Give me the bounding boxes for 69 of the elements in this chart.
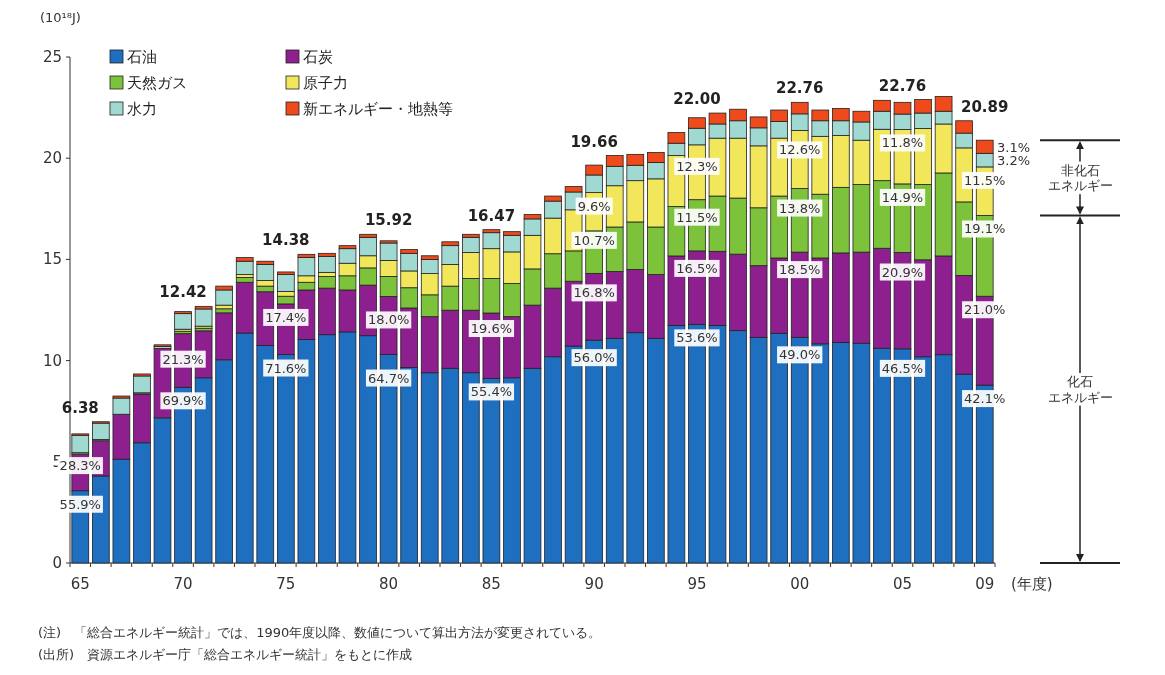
annotation: 18.5% — [779, 262, 821, 278]
x-tick-label: 80 — [379, 575, 399, 593]
legend-label: 原子力 — [303, 74, 348, 92]
annotation: 16.8% — [573, 285, 615, 301]
annotation: 53.6% — [676, 330, 718, 346]
y-tick-label: 0 — [52, 554, 62, 572]
annotation: 13.8% — [779, 200, 821, 216]
annotation: 20.9% — [881, 264, 924, 280]
annotation: 69.9% — [162, 393, 204, 409]
annotation: 55.4% — [470, 384, 513, 400]
annotation: 56.0% — [573, 350, 615, 366]
total-label: 14.38 — [262, 231, 310, 250]
y-tick-label: 20 — [42, 149, 62, 168]
total-label: 6.38 — [61, 398, 99, 417]
annotation: 11.5% — [676, 209, 718, 225]
text: (出所) 資源エネルギー庁「総合エネルギー統計」をもとに作成 — [38, 647, 413, 662]
annotation: 12.3% — [676, 158, 718, 174]
total-label: 22.76 — [878, 76, 927, 95]
total-label: 20.89 — [961, 97, 1009, 116]
annotation: 64.7% — [367, 370, 410, 386]
x-tick-label: 90 — [584, 575, 604, 593]
y-tick-label: 15 — [42, 250, 62, 269]
annotation: 3.2% — [997, 153, 1031, 169]
text: (注) 「総合エネルギー統計」では、1990年度以降、数値について算出方法が変更されている。 — [38, 625, 602, 640]
annotation: 19.6% — [470, 321, 513, 337]
annotation: 9.6% — [577, 198, 611, 214]
y-tick-label: 10 — [42, 351, 62, 370]
annotation: 55.9% — [59, 496, 101, 512]
annotation: 46.5% — [881, 360, 924, 376]
annotation: 10.7% — [573, 232, 615, 248]
annotation: 16.5% — [676, 260, 718, 276]
total-label: 22.00 — [673, 90, 721, 109]
x-tick-label: 00 — [790, 575, 810, 593]
annotation: 11.8% — [881, 135, 924, 151]
annotation: 12.6% — [779, 142, 821, 158]
annotation: 21.3% — [162, 351, 204, 367]
x-axis-title: (年度) — [1011, 575, 1053, 593]
x-tick-label: 95 — [687, 575, 707, 593]
annotation: 49.0% — [779, 347, 821, 363]
x-tick-label: 70 — [173, 575, 193, 593]
annotation: 14.9% — [881, 189, 924, 205]
annotation: 19.1% — [964, 221, 1006, 237]
text: 非化石エネルギー — [1047, 162, 1113, 194]
legend-label: 石炭 — [303, 48, 333, 66]
x-tick-label: 09 — [975, 575, 995, 593]
annotation: 28.3% — [59, 458, 101, 474]
annotation: 42.1% — [964, 391, 1006, 407]
x-tick-label: 05 — [892, 575, 913, 593]
x-tick-label: 75 — [276, 575, 296, 593]
total-label: 15.92 — [364, 211, 413, 230]
total-label: 12.42 — [159, 283, 207, 302]
y-tick-label: 25 — [42, 48, 62, 66]
annotation: 71.6% — [265, 360, 307, 376]
legend-label: 天然ガス — [127, 74, 187, 92]
annotation: 3.1% — [997, 139, 1031, 155]
total-label: 19.66 — [570, 132, 618, 151]
total-label: 16.47 — [467, 206, 516, 225]
y-axis-title: (10¹⁸J) — [40, 10, 81, 25]
x-tick-label: 65 — [70, 575, 90, 593]
x-tick-label: 85 — [481, 575, 501, 593]
legend-label: 新エネルギー・地熱等 — [303, 100, 453, 118]
annotation: 17.4% — [265, 309, 307, 325]
annotation: 21.0% — [964, 302, 1006, 318]
annotation: 11.5% — [964, 172, 1006, 188]
annotation: 18.0% — [367, 312, 410, 328]
legend-label: 水力 — [127, 100, 157, 118]
text: 化石エネルギー — [1047, 373, 1113, 405]
legend-label: 石油 — [127, 48, 157, 66]
total-label: 22.76 — [776, 79, 824, 98]
